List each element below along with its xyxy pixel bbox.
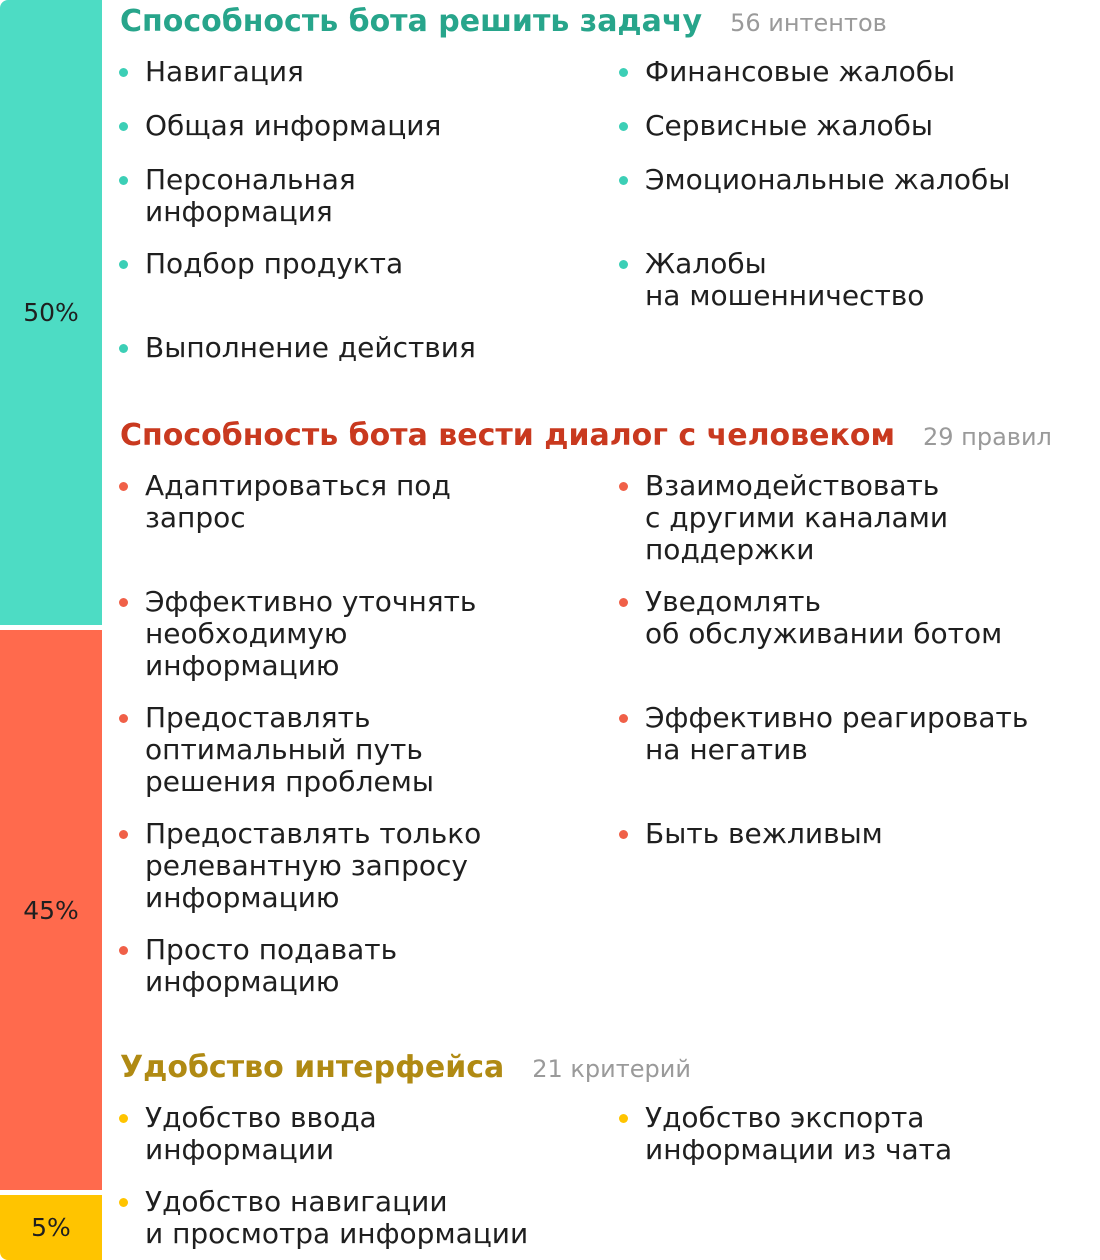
list-item: Эмоциональные жалобы: [619, 164, 1010, 196]
list-item: Взаимодействовать с другими каналами подде…: [619, 470, 948, 566]
list-item: Удобство экспорта информации из чата: [619, 1102, 952, 1166]
list-item: Эффективно уточнять необходимую информацию: [119, 586, 476, 682]
share-bar-interface-label: 5%: [31, 1213, 71, 1242]
list-item: Уведомлять об обслуживании ботом: [619, 586, 1002, 650]
section-header-interface: Удобство интерфейса 21 критерий: [120, 1050, 691, 1085]
share-bar-task: 50%: [0, 0, 102, 625]
bullet-dot-icon: [119, 598, 128, 607]
bullet-dot-icon: [619, 598, 628, 607]
bullet-dot-icon: [619, 714, 628, 723]
bullet-dot-icon: [119, 68, 128, 77]
list-item: Быть вежливым: [619, 818, 883, 850]
list-item: Удобство ввода информации: [119, 1102, 377, 1166]
list-item: Навигация: [119, 56, 304, 88]
section-header-dialog: Способность бота вести диалог с человеко…: [120, 418, 1052, 453]
list-item: Предоставлять только релевантную запросу и…: [119, 818, 481, 914]
bullet-dot-icon: [119, 946, 128, 955]
bullet-dot-icon: [619, 482, 628, 491]
bullet-dot-icon: [119, 122, 128, 131]
share-bar-dialog: 45%: [0, 630, 102, 1190]
bullet-dot-icon: [119, 344, 128, 353]
bullet-dot-icon: [619, 122, 628, 131]
section-count-task: 56 интентов: [730, 9, 887, 37]
bullet-dot-icon: [119, 830, 128, 839]
list-item: Удобство навигации и просмотра информации: [119, 1186, 528, 1250]
section-title-interface: Удобство интерфейса: [120, 1050, 505, 1085]
bullet-dot-icon: [619, 830, 628, 839]
list-item: Подбор продукта: [119, 248, 403, 280]
section-title-task: Способность бота решить задачу: [120, 4, 703, 39]
bullet-dot-icon: [119, 482, 128, 491]
section-header-task: Способность бота решить задачу 56 интент…: [120, 4, 887, 39]
bullet-dot-icon: [119, 714, 128, 723]
list-item: Жалобы на мошенничество: [619, 248, 924, 312]
section-count-interface: 21 критерий: [532, 1055, 691, 1083]
share-bar-task-label: 50%: [23, 298, 79, 327]
list-item: Общая информация: [119, 110, 441, 142]
list-item: Сервисные жалобы: [619, 110, 933, 142]
bullet-dot-icon: [619, 176, 628, 185]
bullet-dot-icon: [619, 1114, 628, 1123]
list-item: Эффективно реагировать на негатив: [619, 702, 1028, 766]
bullet-dot-icon: [619, 260, 628, 269]
bullet-dot-icon: [119, 1114, 128, 1123]
section-count-dialog: 29 правил: [923, 423, 1052, 451]
list-item: Адаптироваться под запрос: [119, 470, 451, 534]
bullet-dot-icon: [619, 68, 628, 77]
section-title-dialog: Способность бота вести диалог с человеко…: [120, 418, 895, 453]
list-item: Просто подавать информацию: [119, 934, 397, 998]
list-item: Финансовые жалобы: [619, 56, 955, 88]
bullet-dot-icon: [119, 260, 128, 269]
bullet-dot-icon: [119, 1198, 128, 1207]
share-bar-dialog-label: 45%: [23, 895, 79, 925]
bullet-dot-icon: [119, 176, 128, 185]
share-bar-interface: 5%: [0, 1195, 102, 1260]
list-item: Персональная информация: [119, 164, 356, 228]
list-item: Предоставлять оптимальный путь решения про…: [119, 702, 434, 798]
list-item: Выполнение действия: [119, 332, 476, 364]
